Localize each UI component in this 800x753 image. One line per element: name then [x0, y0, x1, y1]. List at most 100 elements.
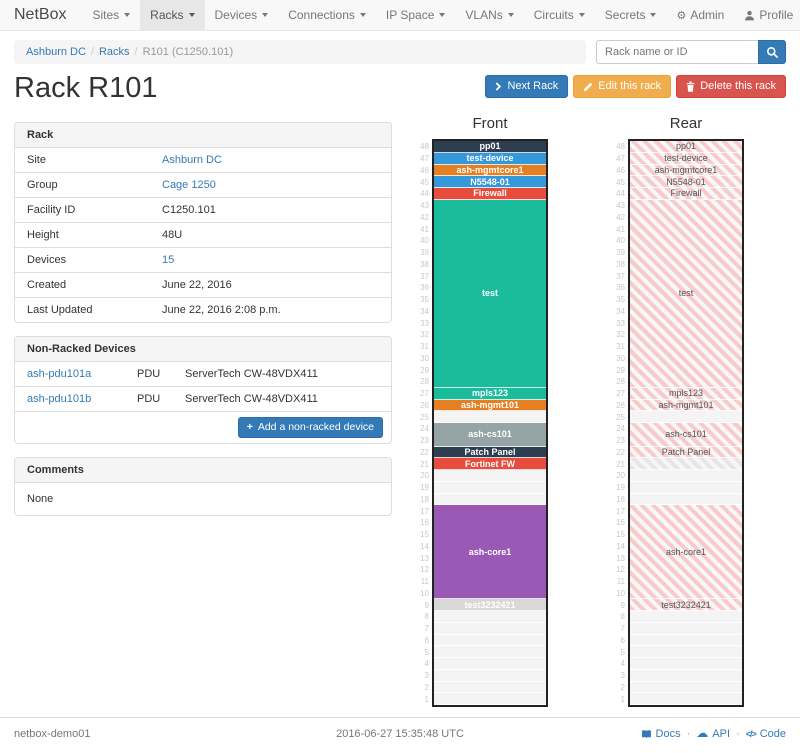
rack-device-front[interactable]: mpls123: [434, 387, 546, 400]
breadcrumb-item[interactable]: Ashburn DC: [26, 46, 86, 58]
rack-device-rear[interactable]: ash-mgmtcore1: [630, 164, 742, 177]
rack-device-rear[interactable]: pp01: [630, 141, 742, 153]
chevron-down-icon: [262, 13, 269, 17]
nav-item-ip-space[interactable]: IP Space: [376, 0, 455, 30]
rack-device-rear[interactable]: Firewall: [630, 188, 742, 200]
add-non-racked-device-button[interactable]: + Add a non-racked device: [237, 417, 383, 438]
search-button[interactable]: [758, 40, 786, 64]
nav-item-circuits[interactable]: Circuits: [524, 0, 595, 30]
nav-item-label: Devices: [214, 8, 258, 22]
rack-device-front[interactable]: test3232421: [434, 599, 546, 611]
unit-number: 11: [616, 577, 625, 587]
rack-device-rear[interactable]: mpls123: [630, 387, 742, 400]
chevron-down-icon: [124, 13, 131, 17]
nav-item-racks[interactable]: Racks: [140, 0, 205, 30]
rack-info-link[interactable]: 15: [162, 254, 175, 266]
rack-device-front[interactable]: Patch Panel: [434, 446, 546, 459]
app-brand[interactable]: NetBox: [14, 6, 67, 23]
unit-number: 32: [420, 330, 429, 340]
unit-number: 40: [616, 236, 625, 246]
unit-number: 25: [616, 412, 625, 422]
nav-item-admin[interactable]: ⚙ Admin: [666, 0, 734, 30]
rack-info-value: 48U: [150, 222, 391, 248]
nav-item-label: Circuits: [533, 8, 574, 22]
nav-item-sites[interactable]: Sites: [82, 0, 140, 30]
non-racked-panel-footer: + Add a non-racked device: [15, 411, 391, 443]
unit-number: 16: [420, 518, 429, 528]
unit-number: 28: [420, 377, 429, 387]
rack-device-front[interactable]: Fortinet FW: [434, 458, 546, 470]
unit-number: 8: [620, 612, 625, 622]
rack-device-front[interactable]: ash-mgmt101: [434, 399, 546, 412]
footer-link-api[interactable]: API: [712, 727, 731, 740]
unit-number: 20: [420, 471, 429, 481]
unit-track: [434, 481, 546, 494]
device-link[interactable]: ash-pdu101a: [27, 368, 92, 380]
nav-item-secrets[interactable]: Secrets: [595, 0, 667, 30]
unit-number: 7: [620, 624, 625, 634]
rack-info-label: Created: [15, 272, 150, 298]
rack-device-front[interactable]: ash-cs101: [434, 423, 546, 447]
rack-info-link[interactable]: Ashburn DC: [162, 154, 222, 166]
unit-number: 44: [420, 189, 429, 199]
nav-item-label: VLANs: [465, 8, 503, 22]
navbar: NetBox Sites Racks Devices Connections IP Sp…: [0, 0, 800, 31]
rack-device-front[interactable]: Firewall: [434, 188, 546, 200]
nav-user-menu: ⚙AdminProfileLog out: [666, 0, 800, 30]
unit-number: 2: [620, 682, 625, 692]
breadcrumb-item[interactable]: Racks: [98, 46, 130, 58]
chevron-down-icon: [359, 13, 366, 17]
rack-device-rear[interactable]: test: [630, 199, 742, 388]
footer-link-code[interactable]: Code: [759, 727, 786, 740]
nav-item-connections[interactable]: Connections: [278, 0, 376, 30]
front-elevation: Front 48 47 46 45 44 43 42 41 40 39 38 37 36 35 34 33 32…: [418, 115, 548, 707]
cloud-icon: ☁: [696, 726, 709, 740]
nav-item-devices[interactable]: Devices: [205, 0, 279, 30]
unit-number: 7: [424, 624, 429, 634]
rack-device-rear[interactable]: ash-cs101: [630, 423, 742, 447]
rack-info-label: Devices: [15, 247, 150, 273]
nav-item-label: Profile: [759, 8, 794, 22]
rack-info-link[interactable]: Cage 1250: [162, 179, 216, 191]
rack-device-rear[interactable]: [630, 458, 742, 470]
unit-number: 2: [424, 682, 429, 692]
rack-device-front[interactable]: N5548-01: [434, 176, 546, 188]
unit-track: [434, 411, 546, 423]
unit-number: 20: [616, 471, 625, 481]
rack-device-front[interactable]: test-device: [434, 152, 546, 165]
unit-number: 17: [616, 506, 625, 516]
rack-device-rear[interactable]: test3232421: [630, 599, 742, 611]
device-link[interactable]: ash-pdu101b: [27, 393, 92, 405]
rack-device-front[interactable]: ash-mgmtcore1: [434, 164, 546, 177]
rack-device-front[interactable]: pp01: [434, 141, 546, 153]
nav-item-vlans[interactable]: VLANs: [455, 0, 523, 30]
edit-rack-button[interactable]: Edit this rack: [573, 75, 672, 99]
unit-track: [434, 693, 546, 705]
nav-item-profile[interactable]: Profile: [734, 0, 800, 30]
unit-track: [434, 634, 546, 647]
breadcrumb-separator: /: [134, 46, 138, 58]
unit-track: [630, 470, 742, 482]
unit-number: 39: [420, 248, 429, 258]
unit-number: 44: [616, 189, 625, 199]
rack-device-rear[interactable]: Patch Panel: [630, 446, 742, 459]
unit-number: 28: [616, 377, 625, 387]
rack-device-rear[interactable]: ash-mgmt101: [630, 399, 742, 412]
rack-device-front[interactable]: test: [434, 199, 546, 388]
code-icon: </>: [745, 728, 757, 739]
plus-icon: +: [246, 421, 253, 433]
rack-device-rear[interactable]: ash-core1: [630, 505, 742, 600]
unit-track: [434, 622, 546, 635]
rack-device-rear[interactable]: N5548-01: [630, 176, 742, 188]
rack-device-front[interactable]: ash-core1: [434, 505, 546, 600]
unit-number: 10: [616, 588, 625, 598]
next-rack-button[interactable]: Next Rack: [485, 75, 569, 99]
footer-link-docs[interactable]: Docs: [655, 727, 681, 740]
nav-item-label: Admin: [690, 8, 725, 22]
search-input[interactable]: [596, 40, 758, 64]
rack-device-rear[interactable]: test-device: [630, 152, 742, 165]
unit-number: 11: [420, 577, 429, 587]
delete-rack-button[interactable]: Delete this rack: [676, 75, 786, 99]
unit-number: 36: [420, 283, 429, 293]
unit-number: 6: [620, 635, 625, 645]
